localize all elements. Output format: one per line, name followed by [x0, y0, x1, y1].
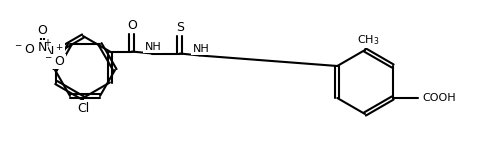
Text: $^-$O: $^-$O [43, 55, 65, 68]
Text: O: O [127, 19, 137, 32]
Text: COOH: COOH [423, 93, 456, 103]
Text: N: N [37, 41, 47, 54]
Text: N$^+$: N$^+$ [44, 44, 64, 59]
Text: NH: NH [144, 41, 161, 52]
Text: Cl: Cl [77, 102, 89, 114]
Text: S: S [176, 21, 184, 34]
Text: NH: NH [192, 43, 209, 54]
Text: $^-$O: $^-$O [13, 43, 36, 56]
Text: CH$_3$: CH$_3$ [357, 33, 379, 47]
Text: +: + [43, 38, 51, 47]
Text: O: O [37, 24, 47, 37]
Text: O: O [39, 42, 49, 55]
